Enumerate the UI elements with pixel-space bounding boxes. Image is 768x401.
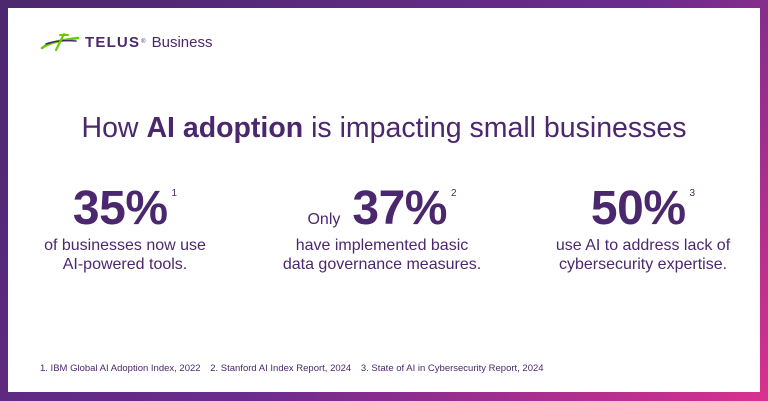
footnote: 3. State of AI in Cybersecurity Report, … — [360, 363, 544, 374]
stat-value: 50% — [590, 182, 686, 235]
brand-name: TELUS — [85, 33, 141, 51]
headline-suffix: is impacting small businesses — [303, 112, 687, 144]
stat-description-line: AI-powered tools. — [62, 256, 188, 273]
stat-block-3: 50% 3 use AI to address lack of cybersec… — [538, 184, 748, 274]
stat-prefix: Only — [307, 211, 341, 228]
footnotes: 1. IBM Global AI Adoption Index, 2022 2.… — [40, 363, 551, 374]
headline-prefix: How — [81, 112, 147, 144]
headline-bold: AI adoption — [146, 112, 304, 144]
stat-value: 37% — [352, 182, 447, 235]
footnote: 1. IBM Global AI Adoption Index, 2022 — [40, 363, 201, 374]
infographic-card: TELUS ® Business How AI adoption is impa… — [8, 8, 760, 392]
telus-business-logo: TELUS ® Business — [40, 32, 212, 52]
page-title: How AI adoption is impacting small busin… — [8, 112, 760, 145]
stat-description-line: use AI to address lack of — [555, 237, 731, 254]
footnote: 2. Stanford AI Index Report, 2024 — [210, 363, 352, 374]
stat-footnote-ref: 3 — [689, 188, 696, 199]
stat-footnote-ref: 1 — [171, 188, 178, 199]
trademark-symbol: ® — [141, 39, 146, 45]
stat-value: 35% — [72, 182, 168, 235]
stat-description-line: of businesses now use — [44, 237, 206, 254]
stat-description-line: have implemented basic — [295, 237, 469, 254]
stat-description-line: cybersecurity expertise. — [558, 256, 728, 273]
brand-subtitle: Business — [151, 33, 213, 51]
stat-description-line: data governance measures. — [282, 256, 482, 273]
stat-block-1: 35% 1 of businesses now use AI-powered t… — [30, 184, 220, 274]
stat-block-2: Only 37% 2 have implemented basic data g… — [262, 184, 502, 274]
telus-logo-icon — [40, 32, 80, 52]
stat-footnote-ref: 2 — [450, 188, 457, 199]
